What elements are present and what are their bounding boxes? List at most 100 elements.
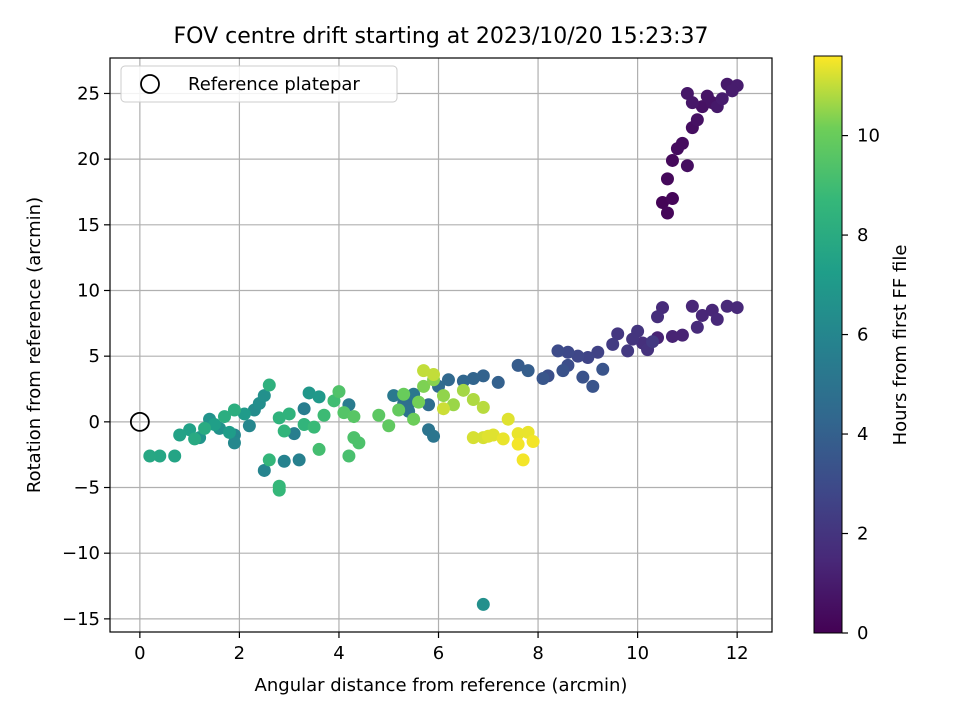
data-point bbox=[516, 453, 530, 467]
data-point bbox=[511, 427, 525, 441]
legend-box bbox=[120, 65, 398, 103]
data-point bbox=[347, 410, 361, 424]
x-tick-label: 8 bbox=[532, 643, 543, 664]
data-point bbox=[382, 419, 396, 433]
data-point bbox=[596, 362, 610, 376]
colorbar-ticks: 0 2 4 6 8 10 bbox=[842, 126, 880, 644]
data-point bbox=[466, 393, 480, 407]
data-point bbox=[526, 435, 540, 449]
x-axis-ticks: 0 2 4 6 8 10 12 bbox=[134, 632, 749, 664]
data-point bbox=[665, 329, 679, 343]
data-point bbox=[262, 453, 276, 467]
data-point bbox=[606, 337, 620, 351]
data-point bbox=[417, 379, 431, 393]
data-point bbox=[422, 398, 436, 412]
y-tick-label: 10 bbox=[77, 280, 100, 301]
data-point bbox=[725, 84, 739, 98]
data-point bbox=[168, 449, 182, 463]
x-tick-label: 2 bbox=[234, 643, 245, 664]
data-point bbox=[352, 436, 366, 450]
colorbar-tick-label: 0 bbox=[857, 623, 868, 644]
y-tick-label: 15 bbox=[77, 215, 100, 236]
data-point bbox=[680, 159, 694, 173]
legend-entry-reference-platepar: Reference platepar bbox=[188, 74, 360, 95]
data-point bbox=[466, 431, 480, 445]
data-point bbox=[427, 429, 441, 443]
data-point bbox=[621, 344, 635, 358]
data-point bbox=[272, 479, 286, 493]
data-point bbox=[302, 386, 316, 400]
data-point bbox=[407, 412, 421, 426]
data-point bbox=[417, 364, 431, 378]
colorbar-tick-label: 2 bbox=[857, 524, 868, 545]
data-point bbox=[387, 389, 401, 403]
y-tick-label: 25 bbox=[77, 83, 100, 104]
data-point bbox=[491, 375, 505, 389]
legend: Reference platepar bbox=[120, 65, 398, 103]
data-point bbox=[660, 172, 674, 186]
data-point bbox=[720, 299, 734, 313]
reference-platepar-marker bbox=[129, 411, 150, 432]
plot-frame bbox=[109, 57, 773, 633]
plot-area: 0 2 4 6 8 10 12 −15 −10 −5 0 5 10 15 20 25 bbox=[62, 57, 773, 664]
data-point bbox=[611, 327, 625, 341]
data-point bbox=[665, 192, 679, 206]
y-axis-label: Rotation from reference (arcmin) bbox=[24, 197, 45, 493]
data-point bbox=[188, 432, 202, 446]
data-point bbox=[551, 344, 565, 358]
data-point bbox=[153, 449, 167, 463]
data-point bbox=[173, 428, 187, 442]
data-point bbox=[208, 417, 222, 431]
data-point bbox=[372, 408, 386, 422]
data-point bbox=[476, 597, 490, 611]
data-point bbox=[397, 387, 411, 401]
y-tick-label: −15 bbox=[62, 609, 100, 630]
data-point bbox=[695, 100, 709, 114]
data-point bbox=[427, 368, 441, 382]
data-point bbox=[690, 113, 704, 127]
x-tick-label: 0 bbox=[134, 643, 145, 664]
data-point bbox=[456, 374, 470, 388]
data-point bbox=[496, 432, 510, 446]
data-point bbox=[312, 442, 326, 456]
y-axis-ticks: −15 −10 −5 0 5 10 15 20 25 bbox=[62, 83, 110, 630]
data-point bbox=[730, 301, 744, 315]
data-point bbox=[227, 436, 241, 450]
data-point bbox=[292, 453, 306, 467]
y-tick-label: 20 bbox=[77, 149, 100, 170]
data-point bbox=[272, 411, 286, 425]
data-point bbox=[501, 412, 515, 426]
data-point bbox=[675, 328, 689, 342]
plot-background bbox=[110, 58, 772, 632]
data-point bbox=[198, 421, 212, 435]
y-tick-label: 0 bbox=[89, 412, 100, 433]
data-point bbox=[307, 420, 321, 434]
data-point bbox=[412, 395, 426, 409]
data-point bbox=[675, 136, 689, 150]
data-point bbox=[277, 424, 291, 438]
data-point bbox=[561, 345, 575, 359]
data-point bbox=[257, 463, 271, 477]
data-point bbox=[511, 437, 525, 451]
data-point bbox=[257, 389, 271, 403]
data-point bbox=[685, 96, 699, 110]
colorbar-label: Hours from first FF file bbox=[890, 245, 911, 446]
data-point bbox=[556, 364, 570, 378]
data-point bbox=[456, 383, 470, 397]
data-point bbox=[536, 371, 550, 385]
data-point bbox=[591, 345, 605, 359]
data-point bbox=[511, 358, 525, 372]
data-point bbox=[690, 320, 704, 334]
colorbar-tick-label: 10 bbox=[857, 126, 880, 147]
x-tick-label: 6 bbox=[433, 643, 444, 664]
x-tick-label: 4 bbox=[333, 643, 344, 664]
data-point bbox=[441, 373, 455, 387]
data-point bbox=[317, 408, 331, 422]
data-point bbox=[222, 425, 236, 439]
data-point bbox=[436, 389, 450, 403]
data-point bbox=[392, 403, 406, 417]
y-tick-label: 5 bbox=[89, 346, 100, 367]
data-point bbox=[685, 299, 699, 313]
colorbar-gradient bbox=[813, 55, 843, 634]
